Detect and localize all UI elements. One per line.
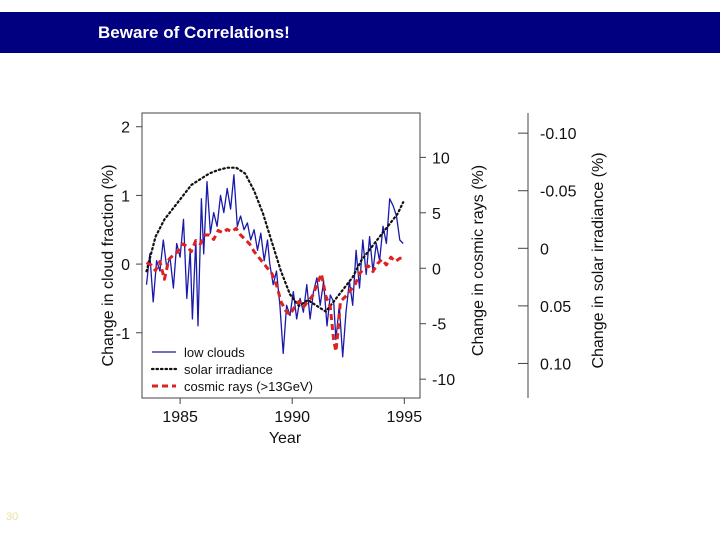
page-number: 30 xyxy=(6,511,19,523)
series-line-0 xyxy=(145,174,404,358)
series-line-1 xyxy=(145,166,405,313)
far-right-tick-label-1: -0.05 xyxy=(540,184,577,201)
plot-frame xyxy=(141,112,421,399)
left-axis-label: Change in cloud fraction (%) xyxy=(100,165,117,367)
right-tick-label-4: -10 xyxy=(432,372,455,389)
far-right-tick-label-0: -0.10 xyxy=(540,126,577,143)
right-tick-label-0: 10 xyxy=(432,150,450,167)
right-tick-label-3: -5 xyxy=(432,317,446,334)
slide-title: Beware of Correlations! xyxy=(98,23,290,42)
far-right-tick-label-3: 0.05 xyxy=(540,299,571,316)
far-right-tick-label-4: 0.10 xyxy=(540,356,571,373)
x-tick-label-1: 1990 xyxy=(274,409,310,426)
far-right-tick-label-2: 0 xyxy=(540,241,549,258)
left-tick-label-0: 2 xyxy=(121,120,130,137)
series-line-2 xyxy=(145,226,404,353)
left-tick-label-2: 0 xyxy=(121,257,130,274)
legend-label-2: cosmic rays (>13GeV) xyxy=(184,379,313,394)
left-tick-label-1: 1 xyxy=(121,188,130,205)
legend-label-0: low clouds xyxy=(184,345,245,360)
far-right-axis-label: Change in solar irradiance (%) xyxy=(590,152,607,368)
x-tick-label-0: 1985 xyxy=(162,409,198,426)
right-tick-label-1: 5 xyxy=(432,206,441,223)
legend-label-1: solar irradiance xyxy=(184,362,273,377)
left-tick-label-3: -1 xyxy=(116,326,130,343)
right-tick-label-2: 0 xyxy=(432,261,441,278)
title-bar: Beware of Correlations! xyxy=(0,12,720,53)
x-tick-label-2: 1995 xyxy=(387,409,423,426)
x-axis-label: Year xyxy=(269,430,302,447)
right-axis-label: Change in cosmic rays (%) xyxy=(470,165,487,356)
